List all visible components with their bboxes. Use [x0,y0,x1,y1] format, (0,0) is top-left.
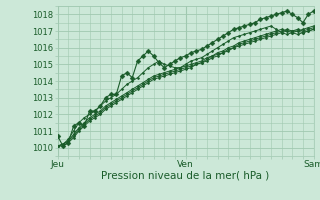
X-axis label: Pression niveau de la mer( hPa ): Pression niveau de la mer( hPa ) [101,171,270,181]
